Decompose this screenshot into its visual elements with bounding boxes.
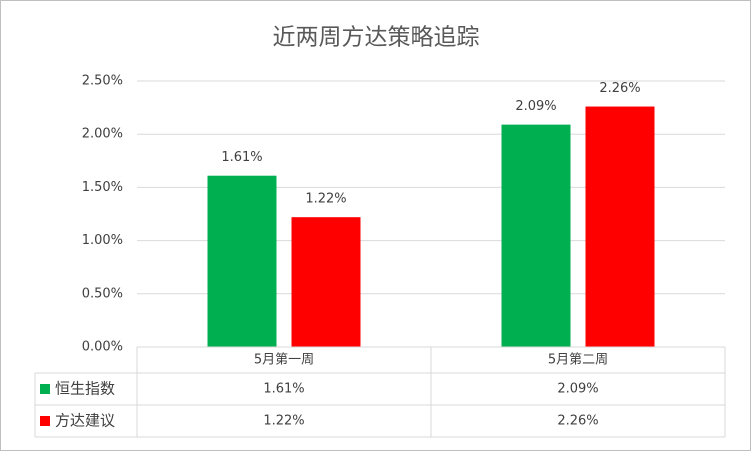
table-cell: 1.22% (263, 414, 304, 429)
y-tick-label: 2.00% (82, 127, 123, 142)
legend-key (40, 416, 50, 426)
value-label: 2.26% (599, 81, 640, 96)
y-tick-label: 0.50% (82, 286, 123, 301)
bar (207, 175, 277, 347)
y-tick-label: 2.50% (82, 74, 123, 89)
value-label: 1.22% (305, 192, 346, 207)
value-label: 1.61% (221, 150, 262, 165)
y-tick-label: 1.50% (82, 180, 123, 195)
bar (501, 124, 571, 348)
x-tick-label: 5月第二周 (548, 353, 608, 368)
chart-title: 近两周方达策略追踪 (273, 25, 480, 51)
legend-label: 方达建议 (55, 412, 115, 430)
y-tick-label: 0.00% (82, 340, 123, 355)
legend-key (40, 384, 50, 394)
value-label: 2.09% (515, 99, 556, 114)
x-tick-label: 5月第一周 (254, 353, 314, 368)
table-cell: 1.61% (263, 382, 304, 397)
table-cell: 2.26% (557, 414, 598, 429)
y-tick-label: 1.00% (82, 233, 123, 248)
bar (291, 217, 361, 347)
legend-label: 恒生指数 (55, 380, 115, 398)
table-cell: 2.09% (557, 382, 598, 397)
bar (585, 106, 655, 347)
